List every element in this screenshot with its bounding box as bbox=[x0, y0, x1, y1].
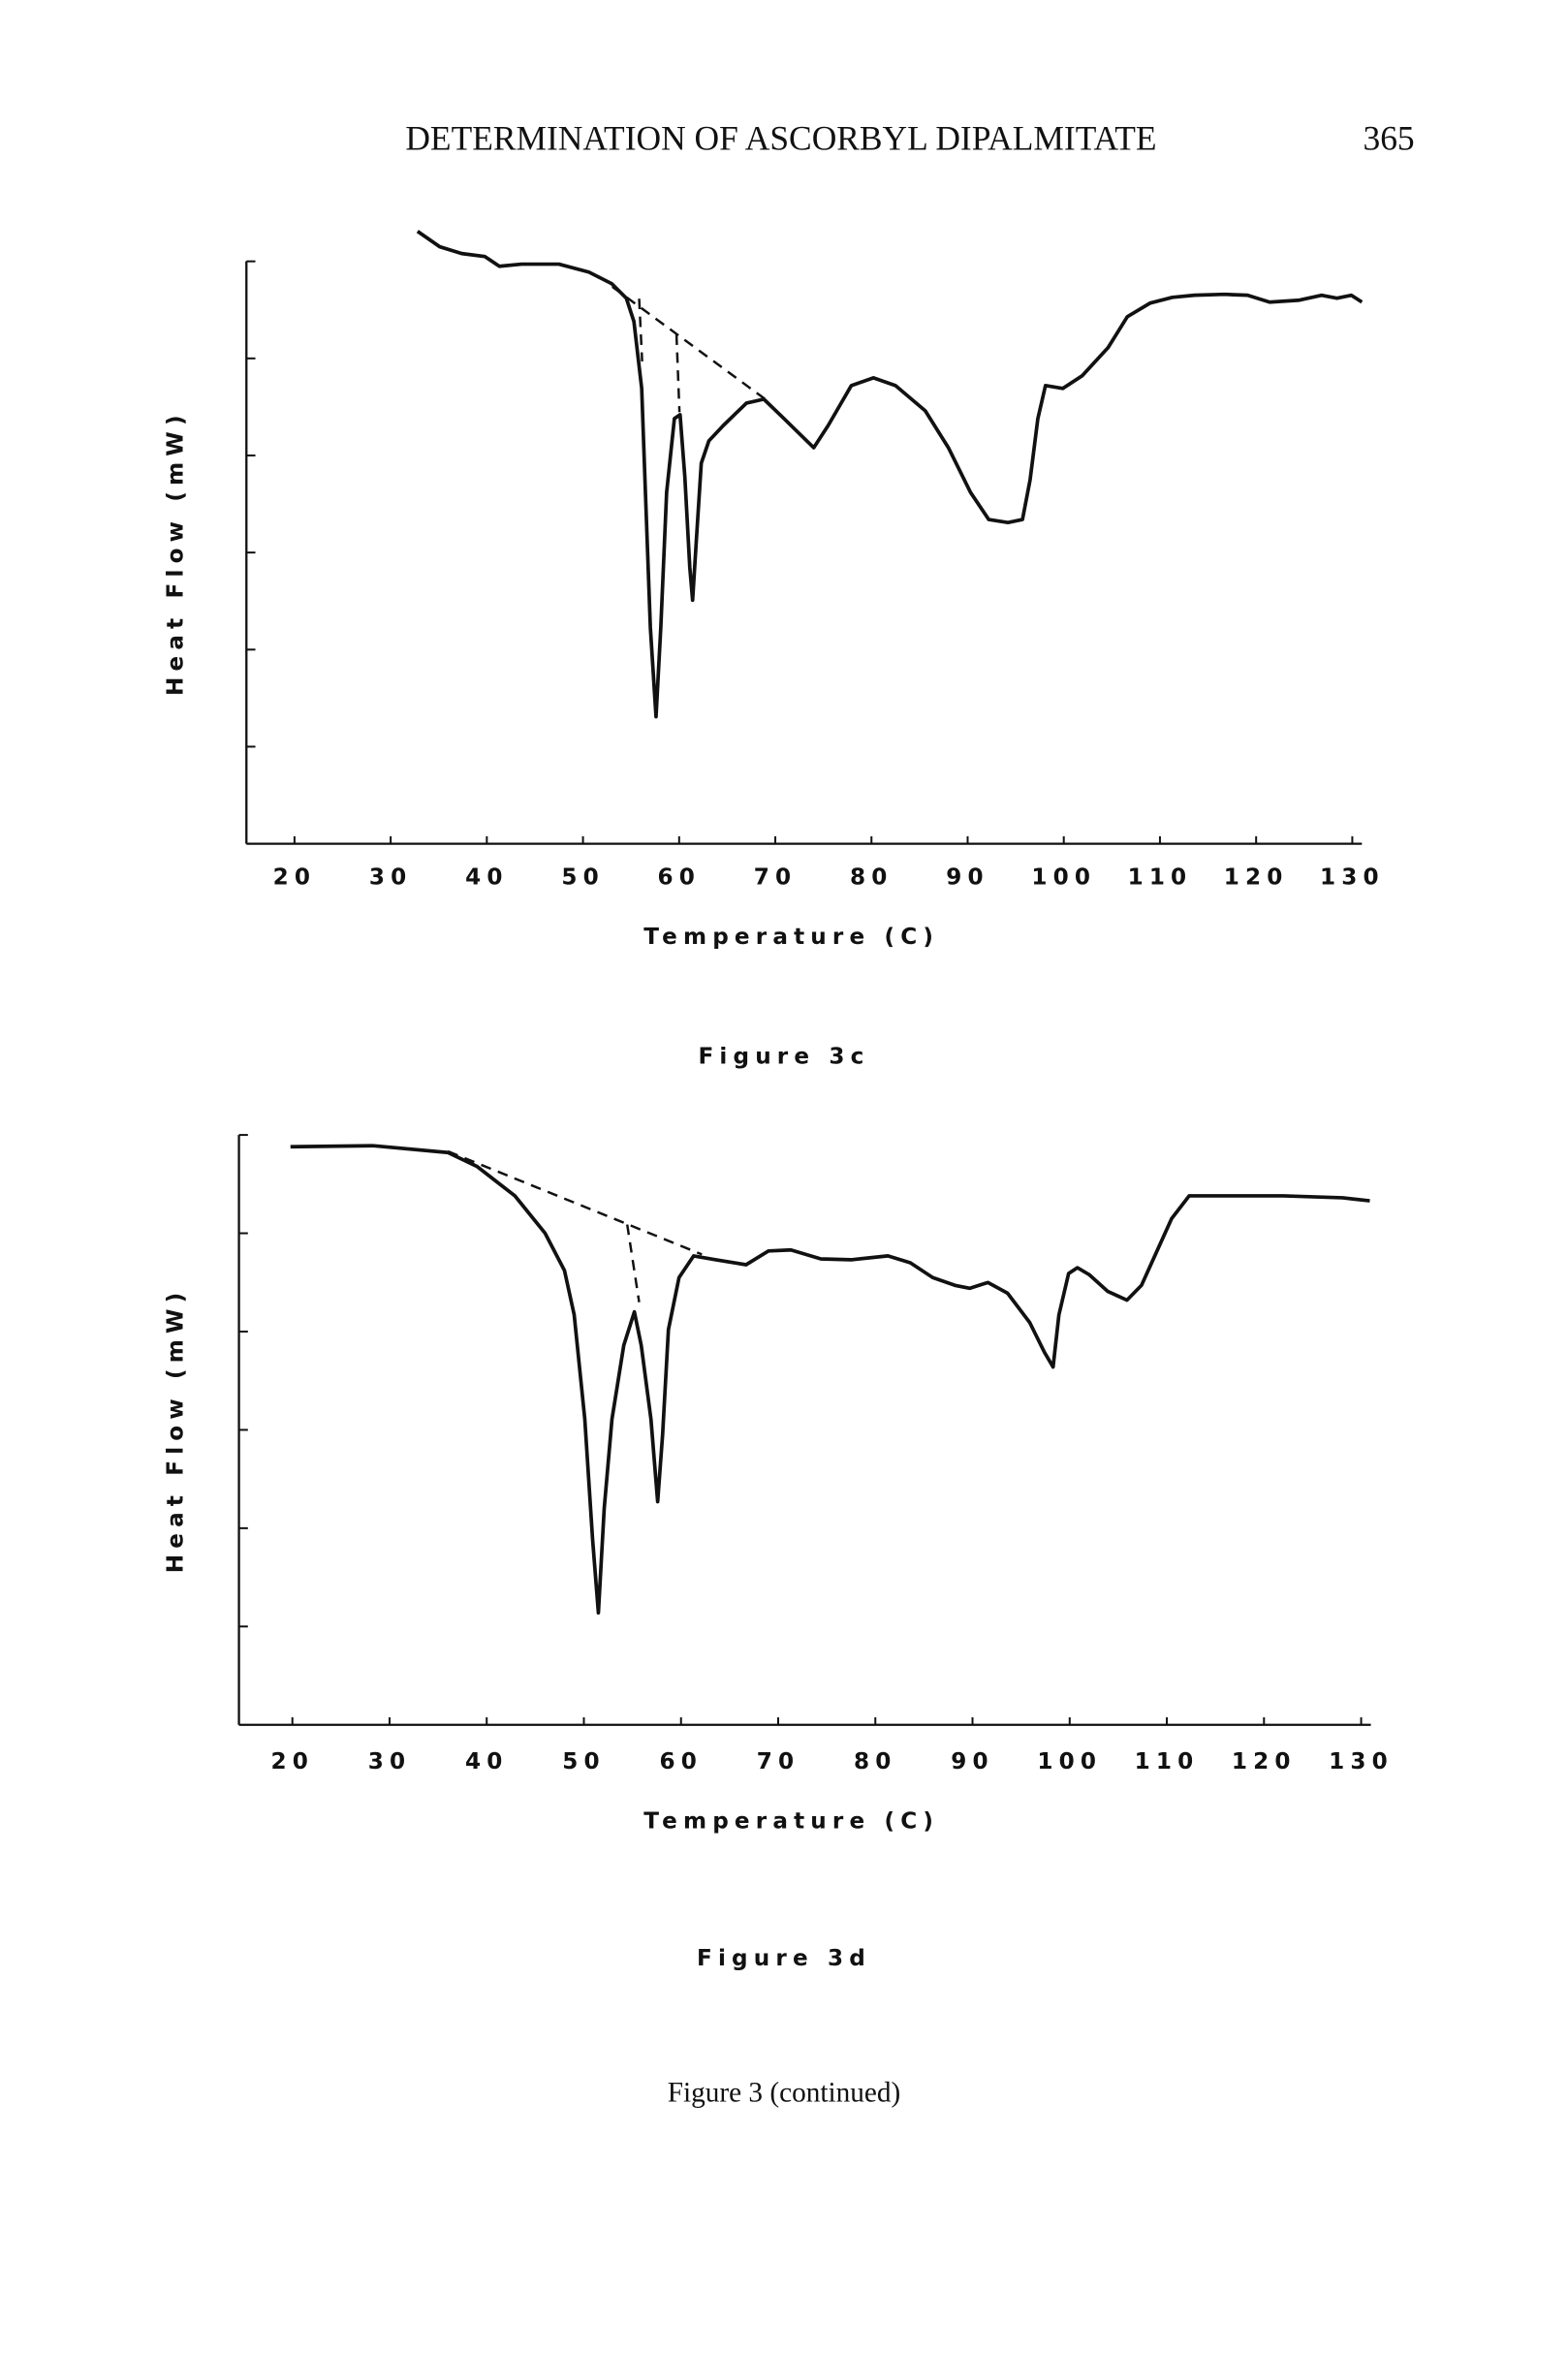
x-tick-label: 20 bbox=[273, 865, 317, 891]
x-tick-label: 50 bbox=[561, 865, 605, 891]
x-tick-label: 130 bbox=[1320, 865, 1385, 891]
x-tick-label: 20 bbox=[270, 1749, 314, 1774]
x-tick-label: 70 bbox=[757, 1749, 800, 1774]
x-tick-label: 90 bbox=[951, 1749, 994, 1774]
caption: Figure 3 (continued) bbox=[668, 2078, 901, 2109]
x-tick-label: 60 bbox=[658, 865, 702, 891]
x-axis-label: Temperature (C) bbox=[643, 925, 939, 950]
x-tick-label: 130 bbox=[1329, 1749, 1394, 1774]
running-title: DETERMINATION OF ASCORBYL DIPALMITATE bbox=[405, 119, 1156, 158]
x-tick-label: 110 bbox=[1128, 865, 1193, 891]
x-tick-label: 30 bbox=[369, 865, 413, 891]
x-tick-label: 50 bbox=[562, 1749, 606, 1774]
x-tick-label: 60 bbox=[659, 1749, 702, 1774]
y-axis-label: Heat Flow (mW) bbox=[163, 1287, 188, 1574]
dsc-curve bbox=[416, 230, 1364, 719]
y-axis-label: Heat Flow (mW) bbox=[163, 409, 188, 696]
x-tick-label: 70 bbox=[754, 865, 798, 891]
page-number: 365 bbox=[1363, 119, 1414, 158]
x-tick-label: 30 bbox=[368, 1749, 412, 1774]
x-tick-label: 90 bbox=[946, 865, 989, 891]
x-tick-label: 120 bbox=[1224, 865, 1289, 891]
x-tick-label: 100 bbox=[1037, 1749, 1102, 1774]
dsc-curve bbox=[290, 1144, 1370, 1616]
figure-label: Figure 3d bbox=[697, 1946, 871, 1971]
baseline-construction bbox=[447, 1149, 703, 1303]
x-tick-label: 80 bbox=[850, 865, 894, 891]
x-tick-label: 120 bbox=[1232, 1749, 1297, 1774]
figure-label: Figure 3c bbox=[698, 1044, 869, 1069]
x-tick-label: 40 bbox=[465, 1749, 508, 1774]
x-tick-label: 80 bbox=[854, 1749, 897, 1774]
x-axis-label: Temperature (C) bbox=[643, 1808, 939, 1834]
baseline-construction bbox=[612, 285, 766, 413]
x-tick-label: 110 bbox=[1135, 1749, 1200, 1774]
x-tick-label: 100 bbox=[1031, 865, 1096, 891]
x-tick-label: 40 bbox=[465, 865, 508, 891]
